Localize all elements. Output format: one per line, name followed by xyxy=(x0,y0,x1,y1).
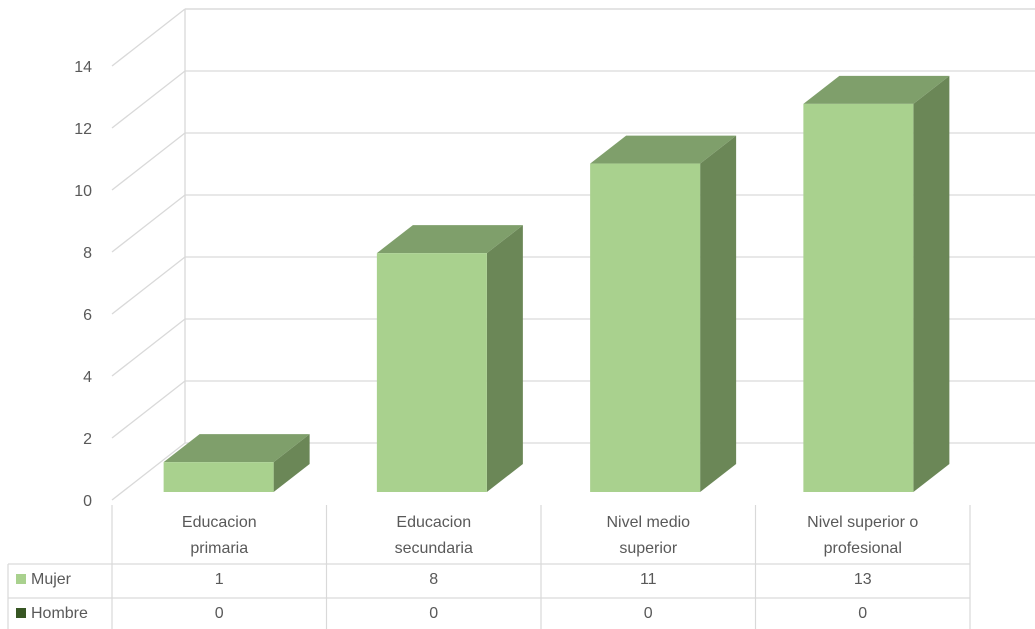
bar-side xyxy=(486,225,523,492)
bar-4 xyxy=(803,75,950,492)
bar-front xyxy=(590,163,701,493)
y-tick-label: 14 xyxy=(74,59,92,76)
gridline-diagonal xyxy=(111,8,186,67)
y-tick-label: 12 xyxy=(74,121,92,138)
gridline-diagonal xyxy=(111,318,186,377)
legend-key xyxy=(16,574,26,584)
bar-top xyxy=(803,75,950,104)
bar-1 xyxy=(163,434,310,492)
gridline-diagonal xyxy=(111,194,186,253)
category-label: Nivel superior o xyxy=(807,514,918,531)
category-label: primaria xyxy=(190,540,248,557)
y-tick-label: 10 xyxy=(74,183,92,200)
category-label: Educacion xyxy=(396,514,471,531)
category-label: secundaria xyxy=(395,540,473,557)
bar-3 xyxy=(590,135,737,493)
bar-top xyxy=(590,135,737,164)
legend-label: Hombre xyxy=(31,605,88,622)
y-tick-label: 2 xyxy=(83,431,92,448)
bar-side xyxy=(700,135,737,493)
table-cell: 11 xyxy=(640,571,657,588)
legend-key xyxy=(16,608,26,618)
bar-top xyxy=(376,225,523,254)
table-cell: 0 xyxy=(215,605,224,622)
y-tick-label: 8 xyxy=(83,245,92,262)
gridline-diagonal xyxy=(111,256,186,315)
bars xyxy=(163,75,950,493)
bar-2 xyxy=(376,225,523,492)
bar-side xyxy=(913,75,950,492)
table-cell: 0 xyxy=(858,605,867,622)
table-cell: 0 xyxy=(429,605,438,622)
category-label: Educacion xyxy=(182,514,257,531)
y-tick-label: 0 xyxy=(83,493,92,510)
category-label: profesional xyxy=(824,540,902,557)
gridline-diagonal xyxy=(111,132,186,191)
table-cell: 8 xyxy=(429,571,438,588)
bar-top xyxy=(163,434,310,463)
gridline-diagonal xyxy=(111,70,186,129)
y-axis: 0 2 4 6 8 10 12 14 xyxy=(74,59,92,510)
bar-front xyxy=(803,103,914,492)
bar-front xyxy=(376,253,487,492)
y-tick-label: 4 xyxy=(83,369,92,386)
legend-label: Mujer xyxy=(31,571,72,588)
gridline-diagonal xyxy=(111,380,186,439)
category-label: superior xyxy=(619,540,677,557)
data-table: Educacion primaria Educacion secundaria Nive… xyxy=(7,505,971,629)
bar-side xyxy=(273,434,310,492)
category-label: Nivel medio xyxy=(606,514,690,531)
table-cell: 1 xyxy=(215,571,224,588)
bar-front xyxy=(163,462,274,492)
table-cell: 0 xyxy=(644,605,653,622)
table-cell: 13 xyxy=(854,571,872,588)
gridline-diagonal xyxy=(111,442,186,501)
y-tick-label: 6 xyxy=(83,307,92,324)
